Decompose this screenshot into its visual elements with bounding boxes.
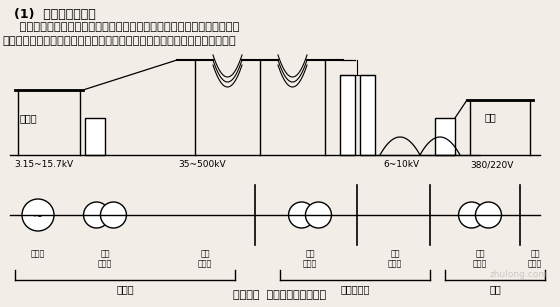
Text: 用户: 用户: [489, 284, 501, 294]
Polygon shape: [435, 118, 455, 155]
Circle shape: [459, 202, 484, 228]
Text: 35~500kV: 35~500kV: [178, 160, 226, 169]
Text: 用户: 用户: [485, 112, 497, 122]
Polygon shape: [360, 75, 375, 155]
Polygon shape: [85, 118, 105, 155]
Text: 电力系统是由各种电压等级的电力线路将发电厂、变电所和电力用户联系: 电力系统是由各种电压等级的电力线路将发电厂、变电所和电力用户联系: [5, 22, 240, 32]
Text: (1)  电力系统的组成: (1) 电力系统的组成: [14, 8, 96, 21]
Text: 降压
变压器: 降压 变压器: [473, 249, 487, 268]
Text: 发电厂: 发电厂: [116, 284, 134, 294]
Text: 发电厂: 发电厂: [20, 113, 38, 123]
Text: 高压
输电线: 高压 输电线: [198, 249, 212, 268]
Text: 3.15~15.7kV: 3.15~15.7kV: [14, 160, 73, 169]
Text: ~: ~: [32, 209, 43, 223]
Circle shape: [83, 202, 110, 228]
Text: 高压
配电线: 高压 配电线: [388, 249, 402, 268]
Circle shape: [22, 199, 54, 231]
Circle shape: [288, 202, 315, 228]
Text: zhulong.com: zhulong.com: [490, 270, 548, 279]
Text: 起来组成的一个集发电、输电、变电、配电和用电的整体，如图１－１所示。: 起来组成的一个集发电、输电、变电、配电和用电的整体，如图１－１所示。: [2, 36, 236, 46]
Circle shape: [305, 202, 332, 228]
Text: 区域变电所: 区域变电所: [340, 284, 370, 294]
Polygon shape: [340, 75, 355, 155]
Text: 380/220V: 380/220V: [470, 160, 514, 169]
Text: 发电机: 发电机: [31, 249, 45, 258]
Text: 低压
配电线: 低压 配电线: [528, 249, 542, 268]
Text: 降压
变压器: 降压 变压器: [303, 249, 317, 268]
Text: 升压
变压器: 升压 变压器: [98, 249, 112, 268]
Circle shape: [100, 202, 127, 228]
Circle shape: [475, 202, 501, 228]
Text: 6~10kV: 6~10kV: [383, 160, 419, 169]
Text: 图１－１  电力系统组成示意图: 图１－１ 电力系统组成示意图: [234, 290, 326, 300]
